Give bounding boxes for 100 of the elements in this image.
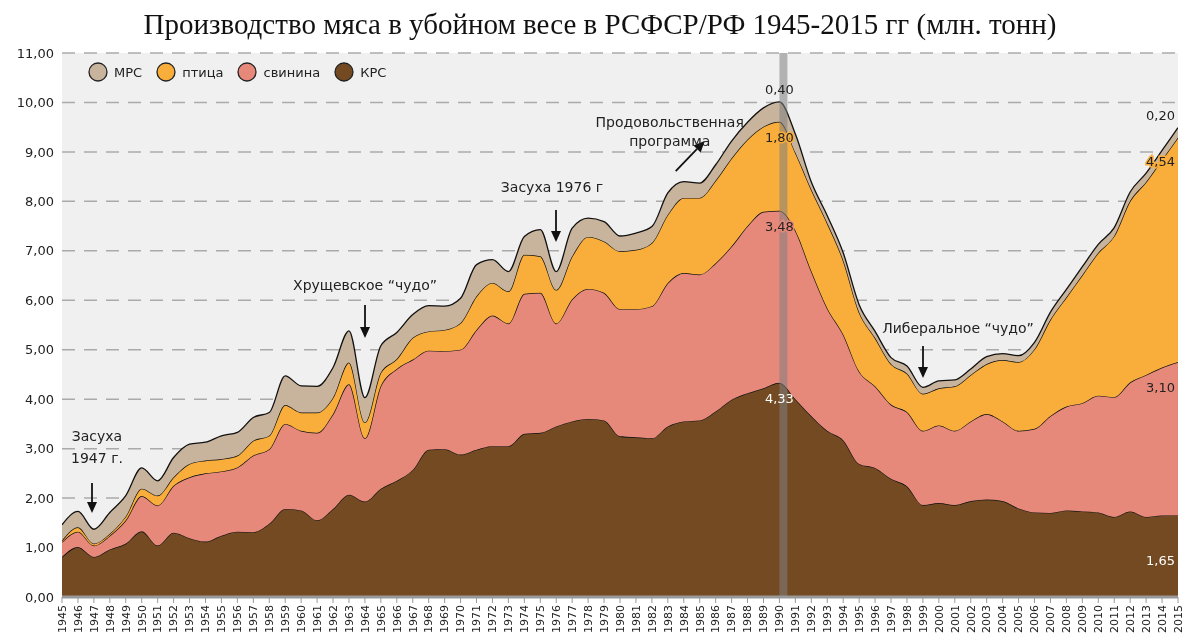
x-tick-label: 1947 xyxy=(87,605,101,633)
y-tick-label: 2,00 xyxy=(25,490,54,506)
x-tick-label: 1958 xyxy=(263,605,277,633)
x-tick-label: 1996 xyxy=(868,605,882,633)
x-tick-label: 1978 xyxy=(581,605,595,633)
x-tick-label: 2012 xyxy=(1123,605,1137,633)
y-tick-label: 7,00 xyxy=(25,243,54,259)
y-tick-label: 8,00 xyxy=(25,193,54,209)
legend-label: КРС xyxy=(359,63,387,82)
x-tick-label: 1954 xyxy=(199,605,213,633)
x-tick-label: 1986 xyxy=(709,605,723,633)
y-tick-label: 5,00 xyxy=(25,342,54,358)
legend-label: МРС xyxy=(113,63,143,82)
y-tick-label: 6,00 xyxy=(25,292,54,308)
x-tick-label: 1959 xyxy=(279,605,293,633)
x-tick-label: 1971 xyxy=(470,605,484,633)
x-tick-label: 2010 xyxy=(1092,605,1106,633)
annotation: Продовольственная программа xyxy=(595,114,744,150)
x-tick-label: 1965 xyxy=(374,605,388,633)
x-tick-label: 1953 xyxy=(183,605,197,633)
x-tick-label: 1973 xyxy=(502,605,516,633)
y-tick-label: 10,00 xyxy=(16,95,54,111)
x-tick-label: 1985 xyxy=(693,605,707,633)
x-tick-label: 1981 xyxy=(629,605,643,633)
x-tick-label: 1951 xyxy=(151,605,165,633)
x-tick-label: 1967 xyxy=(406,605,420,633)
x-tick-label: 1980 xyxy=(613,605,627,633)
x-tick-label: 1977 xyxy=(565,605,579,633)
x-tick-label: 2006 xyxy=(1028,605,1042,633)
data-label: 4,33 xyxy=(764,390,794,406)
x-tick-label: 2000 xyxy=(932,605,946,633)
x-tick-label: 1976 xyxy=(550,605,564,633)
legend-label: свинина xyxy=(262,63,321,82)
annotation: Хрущевское “чудо” xyxy=(293,277,437,293)
x-tick-label: 1956 xyxy=(231,605,245,633)
x-tick-label: 2001 xyxy=(948,605,962,633)
x-tick-label: 1945 xyxy=(55,605,69,633)
x-tick-label: 2003 xyxy=(980,605,994,633)
x-tick-label: 1984 xyxy=(677,605,691,633)
x-tick-label: 1969 xyxy=(438,605,452,633)
legend-label: птица xyxy=(181,63,224,82)
annotation: Засуха 1976 г xyxy=(500,179,604,195)
x-tick-label: 1964 xyxy=(358,605,372,633)
y-tick-label: 11,00 xyxy=(16,45,54,61)
x-tick-label: 2015 xyxy=(1171,605,1185,633)
x-tick-label: 1979 xyxy=(597,605,611,633)
x-tick-label: 1946 xyxy=(71,605,85,633)
x-tick-label: 1960 xyxy=(294,605,308,633)
x-tick-label: 1990 xyxy=(773,605,787,633)
x-tick-label: 2007 xyxy=(1044,605,1058,633)
x-tick-label: 1975 xyxy=(534,605,548,633)
x-tick-label: 1974 xyxy=(518,605,532,633)
x-tick-label: 1957 xyxy=(247,605,261,633)
y-tick-label: 4,00 xyxy=(25,391,54,407)
data-label: 3,10 xyxy=(1146,380,1175,396)
x-tick-label: 2014 xyxy=(1155,605,1169,633)
x-tick-label: 1962 xyxy=(326,605,340,633)
x-tick-label: 1966 xyxy=(390,605,404,633)
x-tick-label: 1988 xyxy=(741,605,755,633)
y-tick-label: 0,00 xyxy=(25,589,54,605)
data-label: 1,80 xyxy=(764,129,794,145)
x-tick-label: 1983 xyxy=(661,605,675,633)
x-tick-label: 1949 xyxy=(119,605,133,633)
annotation: Засуха 1947 г. xyxy=(71,428,123,466)
x-tick-label: 1948 xyxy=(103,605,117,633)
x-tick-label: 2005 xyxy=(1012,605,1026,633)
x-tick-label: 1982 xyxy=(645,605,659,633)
x-tick-label: 1999 xyxy=(916,605,930,633)
x-tick-label: 2013 xyxy=(1139,605,1153,633)
x-tick-label: 1991 xyxy=(789,605,803,633)
y-tick-label: 1,00 xyxy=(25,540,54,556)
x-tick-label: 1955 xyxy=(215,605,229,633)
chart-title: Производство мяса в убойном весе в РСФСР/РФ 1945-2015 гг (млн. тонн) xyxy=(142,8,1058,42)
x-tick-label: 1968 xyxy=(422,605,436,633)
data-label: 0,20 xyxy=(1146,107,1175,123)
x-tick-label: 2008 xyxy=(1060,605,1074,633)
x-tick-label: 1950 xyxy=(135,605,149,633)
y-tick-label: 3,00 xyxy=(25,441,54,457)
x-tick-label: 1972 xyxy=(486,605,500,633)
x-tick-label: 1997 xyxy=(884,605,898,633)
x-tick-label: 2009 xyxy=(1076,605,1090,633)
data-label: 3,48 xyxy=(764,218,794,234)
x-tick-label: 1994 xyxy=(837,605,851,633)
x-tick-label: 1995 xyxy=(852,605,866,633)
x-tick-label: 1987 xyxy=(725,605,739,633)
data-label: 0,40 xyxy=(764,81,794,97)
x-tick-label: 1961 xyxy=(310,605,324,633)
y-tick-label: 9,00 xyxy=(25,144,54,160)
x-tick-label: 1989 xyxy=(757,605,771,633)
x-tick-label: 1998 xyxy=(900,605,914,633)
x-tick-label: 1993 xyxy=(821,605,835,633)
data-label: 1,65 xyxy=(1146,553,1175,569)
x-tick-label: 2011 xyxy=(1108,605,1122,633)
x-tick-label: 1970 xyxy=(454,605,468,633)
x-tick-label: 1952 xyxy=(167,605,181,633)
x-tick-label: 2002 xyxy=(964,605,978,633)
x-tick-label: 2004 xyxy=(996,605,1010,633)
x-tick-label: 1963 xyxy=(342,605,356,633)
annotation: Либеральное “чудо” xyxy=(882,320,1034,336)
x-tick-label: 1992 xyxy=(805,605,819,633)
